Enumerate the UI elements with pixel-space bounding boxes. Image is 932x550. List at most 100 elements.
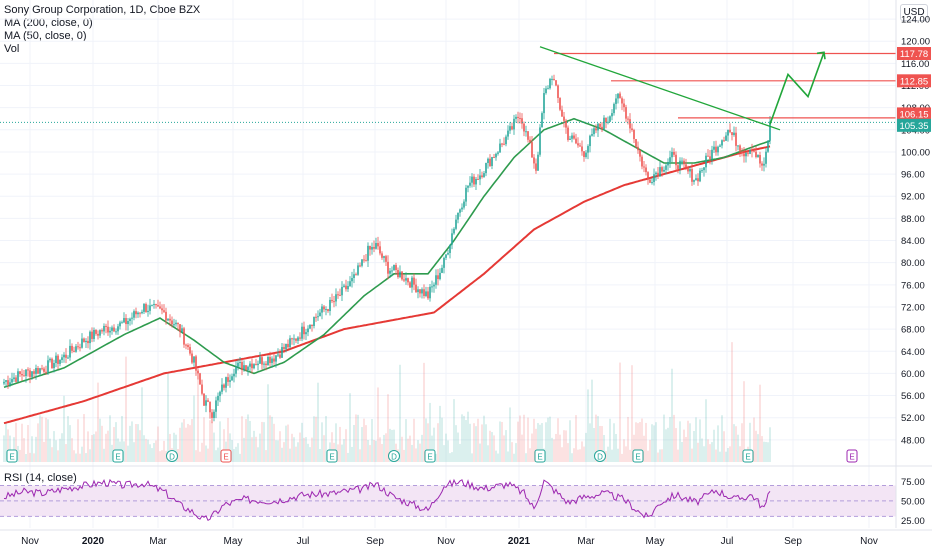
candle-body: [729, 129, 731, 133]
candle-body: [531, 142, 533, 158]
volume-bar: [603, 435, 605, 462]
volume-bar: [59, 438, 61, 462]
volume-bar: [749, 422, 751, 462]
candle-body: [723, 140, 725, 142]
volume-bar: [457, 432, 459, 462]
candle-body: [615, 98, 617, 104]
candle-body: [67, 357, 69, 359]
earnings-marker: E: [112, 449, 124, 463]
candle-body: [609, 116, 611, 122]
price-tick-label: 84.00: [901, 236, 925, 247]
candle-body: [125, 318, 127, 325]
candle-body: [553, 78, 555, 81]
volume-bar: [139, 430, 141, 462]
candle-body: [11, 379, 13, 383]
candle-body: [213, 411, 215, 418]
candle-body: [709, 156, 711, 160]
volume-bar: [315, 416, 317, 462]
price-tick-label: 96.00: [901, 170, 925, 181]
rsi-axis: 75.00 50.00 25.00: [901, 477, 925, 527]
volume-bar: [659, 449, 661, 462]
candle-body: [663, 169, 665, 172]
candle-body: [183, 328, 185, 345]
candle-body: [243, 365, 245, 370]
candle-body: [673, 151, 675, 155]
candle-body: [251, 363, 253, 369]
marker-box: [220, 449, 232, 463]
candle-body: [87, 340, 89, 344]
volume-bar: [67, 416, 69, 462]
volume-bar: [665, 429, 667, 462]
volume-bar: [559, 434, 561, 462]
candle-body: [79, 347, 81, 349]
candle-body: [577, 143, 579, 146]
volume-bar: [509, 407, 511, 462]
volume-bar: [549, 416, 551, 462]
candle-body: [245, 365, 247, 371]
candle-body: [217, 395, 219, 401]
candle-body: [625, 107, 627, 119]
candle-body: [311, 324, 313, 326]
candle-body: [277, 354, 279, 356]
candle-body: [499, 143, 501, 153]
volume-bar: [63, 395, 65, 462]
volume-bar: [189, 425, 191, 462]
volume-bar: [727, 448, 729, 462]
candle-body: [721, 140, 723, 146]
candle-body: [103, 325, 105, 332]
volume-bar: [339, 426, 341, 462]
volume-bar: [251, 437, 253, 462]
marker-letter: E: [115, 453, 120, 462]
volume-bar: [355, 414, 357, 462]
volume-bar: [493, 435, 495, 462]
volume-bar: [169, 433, 171, 462]
volume-bar: [23, 438, 25, 462]
time-tick-label: Sep: [784, 536, 802, 547]
volume-bar: [389, 428, 391, 462]
candle-body: [527, 131, 529, 140]
volume-bar: [597, 416, 599, 462]
candle-body: [417, 289, 419, 293]
candle-body: [261, 357, 263, 365]
volume-bar: [203, 417, 205, 462]
candle-body: [573, 135, 575, 139]
candle-body: [55, 355, 57, 364]
candle-body: [509, 126, 511, 131]
volume-bar: [627, 416, 629, 462]
volume-bar: [93, 434, 95, 462]
candle-body: [203, 393, 205, 406]
volume-bar: [683, 429, 685, 462]
candle-body: [5, 380, 7, 382]
volume-bar: [491, 432, 493, 462]
candle-body: [187, 345, 189, 348]
volume-bar: [523, 414, 525, 462]
volume-bar: [95, 431, 97, 462]
candle-body: [271, 358, 273, 363]
volume-bar: [317, 382, 319, 462]
volume-bar: [209, 420, 211, 462]
candle-body: [507, 130, 509, 137]
volume-bar: [363, 418, 365, 462]
candle-body: [27, 369, 29, 371]
dividend-marker: D: [166, 450, 178, 462]
volume-bar: [713, 429, 715, 462]
candle-body: [611, 113, 613, 117]
candle-body: [629, 119, 631, 129]
marker-letter: E: [635, 453, 640, 462]
candle-body: [459, 209, 461, 213]
volume-bar: [85, 453, 87, 462]
volume-bar: [97, 382, 99, 462]
candle-body: [501, 143, 503, 145]
candle-body: [151, 304, 153, 306]
candle-body: [639, 150, 641, 157]
candle-body: [697, 178, 699, 182]
volume-bar: [323, 435, 325, 462]
candle-body: [505, 136, 507, 145]
candle-body: [281, 347, 283, 358]
price-tick-label: 68.00: [901, 325, 925, 336]
candle-body: [541, 113, 543, 128]
volume-bar: [103, 448, 105, 462]
volume-bar: [105, 433, 107, 462]
currency-badge[interactable]: USD: [900, 4, 928, 21]
